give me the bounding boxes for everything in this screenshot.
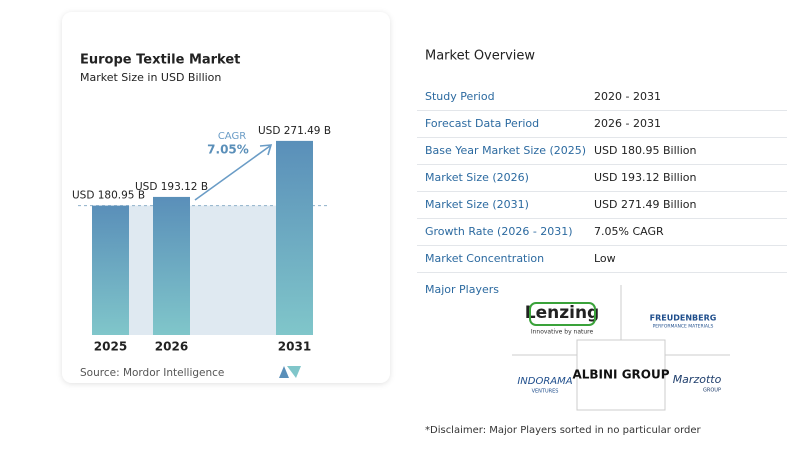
bar (92, 205, 129, 335)
chart-title: Europe Textile Market (80, 53, 240, 68)
overview-title: Market Overview (425, 49, 535, 64)
source: Source: Mordor Intelligence (80, 367, 224, 379)
logo: Innovative by nature (531, 329, 594, 336)
row-value: Low (594, 252, 616, 265)
plot: USD 180.95 B 2025 USD 193.12 B 2026 USD 271.… (72, 125, 331, 354)
disclaimer: *Disclaimer: Major Players sorted in no … (425, 425, 702, 436)
brand-logo (279, 366, 301, 378)
row-label: Market Size (2026) (425, 171, 529, 184)
overview-table: Study Period 2020 - 2031 Forecast Data Per… (417, 90, 787, 273)
chart-subtitle: Market Size in USD Billion (80, 71, 221, 84)
row-value: 2020 - 2031 (594, 90, 661, 103)
row-value: USD 180.95 Billion (594, 144, 696, 157)
row-label: Market Concentration (425, 252, 544, 265)
row-value: USD 271.49 Billion (594, 198, 696, 211)
players-title: Major Players (425, 283, 499, 296)
data-label: USD 193.12 B (135, 181, 208, 193)
logo: VENTURES (532, 389, 559, 395)
logo-grid (512, 285, 730, 411)
logo: PERFORMANCE MATERIALS (653, 324, 714, 330)
row-label: Forecast Data Period (425, 117, 539, 130)
row-value: 7.05% CAGR (594, 225, 664, 238)
data-label: USD 271.49 B (258, 125, 331, 137)
cagr-label: CAGR (218, 131, 246, 142)
logo: GROUP (703, 388, 721, 394)
row-value: 2026 - 2031 (594, 117, 661, 130)
bar (276, 140, 313, 335)
x-tick-label: 2031 (278, 340, 311, 354)
row-label: Base Year Market Size (2025) (425, 144, 586, 157)
row-label: Growth Rate (2026 - 2031) (425, 225, 573, 238)
data-label: USD 180.95 B (72, 190, 145, 202)
logo-frame (529, 302, 596, 326)
row-label: Study Period (425, 90, 495, 103)
logo: INDORAMA (517, 376, 572, 387)
logo: Lenzing (525, 303, 599, 323)
cagr-arrow (194, 144, 273, 201)
row-label: Market Size (2031) (425, 198, 529, 211)
logo: ALBINI GROUP (572, 368, 669, 382)
x-tick-label: 2025 (94, 340, 127, 354)
x-tick-label: 2026 (155, 340, 188, 354)
bar (153, 196, 190, 335)
row-value: USD 193.12 Billion (594, 171, 696, 184)
logo: Marzotto (673, 373, 722, 386)
logo: FREUDENBERG (650, 314, 717, 323)
cagr-value: 7.05% (207, 143, 249, 157)
